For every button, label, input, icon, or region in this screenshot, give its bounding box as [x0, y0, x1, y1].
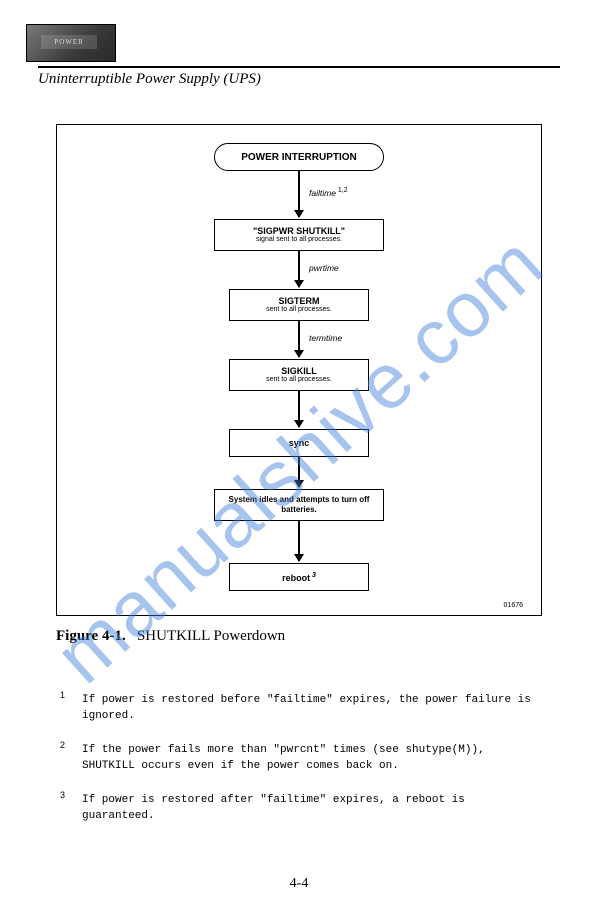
- flow-node-subtitle: sent to all processes.: [266, 306, 332, 314]
- document-page: POWER Uninterruptible Power Supply (UPS)…: [0, 0, 598, 825]
- flow-node-subtitle: System idles and attempts to turn off ba…: [219, 495, 379, 514]
- flow-node-title: sync: [289, 438, 310, 448]
- flow-arrow: [298, 457, 300, 487]
- figure-caption: Figure 4-1. SHUTKILL Powerdown: [56, 628, 542, 645]
- figure-frame: POWER INTERRUPTION "SIGPWR SHUTKILL"signa…: [56, 124, 542, 616]
- footnotes: 1If power is restored before "failtime" …: [60, 693, 538, 825]
- flow-node-title: "SIGPWR SHUTKILL": [253, 226, 345, 236]
- flow-edge-label: pwrtime: [309, 263, 339, 273]
- footnote: 1If power is restored before "failtime" …: [60, 693, 538, 725]
- flow-node-title: SIGKILL: [281, 366, 317, 376]
- footnote-text: If power is restored before "failtime" e…: [82, 694, 531, 722]
- flow-edge-label: failtime 1,2: [309, 187, 348, 198]
- flow-node-subtitle: sent to all processes.: [266, 376, 332, 384]
- flow-node-title: POWER INTERRUPTION: [241, 152, 357, 163]
- footnote: 3If power is restored after "failtime" e…: [60, 793, 538, 825]
- flow-edge-label: termtime: [309, 333, 342, 343]
- flow-arrow: [298, 251, 300, 287]
- footnote-number: 2: [60, 739, 65, 752]
- footnote-number: 1: [60, 689, 65, 702]
- flow-node: reboot 3: [229, 563, 369, 591]
- figure-caption-label: Figure 4-1.: [56, 628, 126, 644]
- flow-arrow: [298, 521, 300, 561]
- flow-node: SIGTERMsent to all processes.: [229, 289, 369, 321]
- logo-box: POWER: [26, 24, 116, 62]
- flow-arrow: [298, 321, 300, 357]
- flow-node: SIGKILLsent to all processes.: [229, 359, 369, 391]
- flow-node-subtitle: signal sent to all processes.: [256, 236, 342, 244]
- flowchart: POWER INTERRUPTION "SIGPWR SHUTKILL"signa…: [75, 143, 523, 605]
- logo-text: POWER: [41, 35, 97, 49]
- footnote-text: If the power fails more than "pwrcnt" ti…: [82, 744, 485, 772]
- flow-arrow: [298, 171, 300, 217]
- flow-node: "SIGPWR SHUTKILL"signal sent to all proc…: [214, 219, 384, 251]
- flow-arrow: [298, 391, 300, 427]
- flow-node: POWER INTERRUPTION: [214, 143, 384, 171]
- footnote-text: If power is restored after "failtime" ex…: [82, 794, 465, 822]
- flow-node: sync: [229, 429, 369, 457]
- header-rule: [38, 66, 560, 68]
- figure-caption-text: SHUTKILL Powerdown: [137, 628, 285, 644]
- footnote-number: 3: [60, 789, 65, 802]
- page-number: 4-4: [290, 876, 309, 892]
- flow-node: System idles and attempts to turn off ba…: [214, 489, 384, 521]
- header-title: Uninterruptible Power Supply (UPS): [38, 71, 560, 88]
- flow-node-title: SIGTERM: [278, 296, 319, 306]
- footnote: 2If the power fails more than "pwrcnt" t…: [60, 743, 538, 775]
- flow-node-title: reboot 3: [282, 572, 316, 583]
- figure-reference-number: 01676: [504, 602, 523, 609]
